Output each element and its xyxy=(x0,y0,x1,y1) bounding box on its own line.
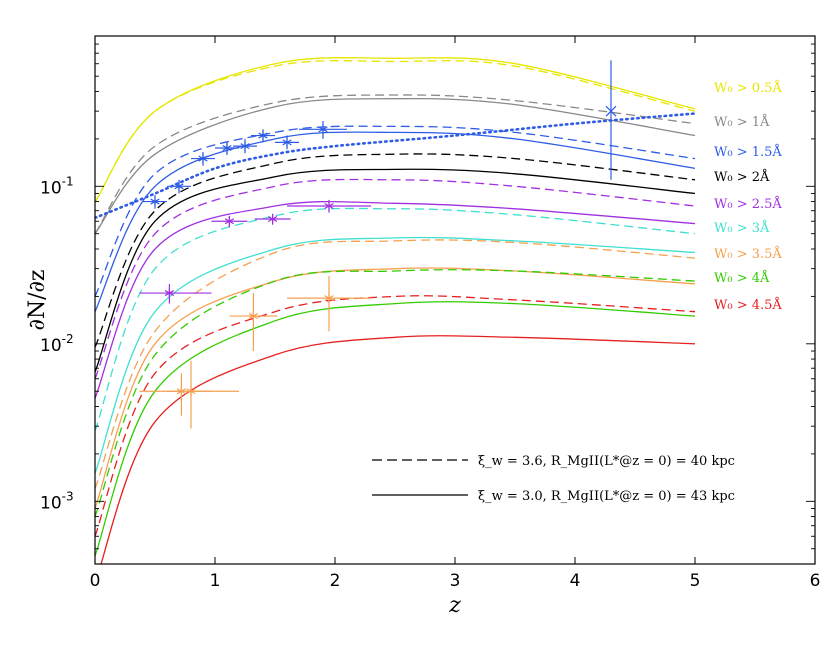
x-tick-label: 2 xyxy=(330,571,341,591)
series-label: W₀ > 1.5Å xyxy=(714,144,782,160)
data-point xyxy=(191,152,215,166)
model-curve-dashed-0 xyxy=(95,60,696,203)
data-point xyxy=(233,138,257,154)
model-curve-dashed-1 xyxy=(95,94,696,235)
data-point xyxy=(167,179,191,194)
axes: 0 1 2 3 4 5 6 10-1 10-2 10-3 xyxy=(40,35,821,591)
x-axis-label: z xyxy=(448,593,461,618)
data-point xyxy=(251,129,275,143)
series-labels: W₀ > 0.5Å W₀ > 1Å W₀ > 1.5Å W₀ > 2Å W₀ > 2.5… xyxy=(714,80,782,313)
y-tick-label: 10-3 xyxy=(40,489,74,513)
data-point xyxy=(211,215,248,228)
model-curve-solid-7 xyxy=(95,301,696,557)
model-curve-dashed-6 xyxy=(95,239,696,490)
series-label: W₀ > 1Å xyxy=(714,114,770,130)
model-curve-dashed-5 xyxy=(95,207,696,432)
plot-frame xyxy=(94,35,816,565)
y-axis-label: ∂N/∂z xyxy=(25,269,50,330)
data-point xyxy=(167,360,239,429)
model-curve-solid-4 xyxy=(95,200,696,399)
data-point xyxy=(287,275,371,332)
series-label: W₀ > 4Å xyxy=(714,270,770,286)
data-point xyxy=(215,142,239,156)
model-curve-solid-1 xyxy=(95,97,696,235)
data-point xyxy=(229,293,278,352)
series-label: W₀ > 4.5Å xyxy=(714,297,782,313)
y-tick-label: 10-1 xyxy=(40,174,74,198)
series-label: W₀ > 0.5Å xyxy=(714,80,782,96)
model-curve-solid-5 xyxy=(95,236,696,474)
series-label: W₀ > 2Å xyxy=(714,169,770,185)
dotted-blue-curve xyxy=(95,112,697,220)
data-point xyxy=(139,373,212,416)
observations xyxy=(139,60,617,429)
model-curve-solid-0 xyxy=(95,57,696,203)
model-curve-solid-3 xyxy=(95,168,696,373)
legend-entry: ξ_w = 3.0, R_MgII(L*@z = 0) = 43 kpc xyxy=(372,489,735,504)
data-point xyxy=(299,120,347,139)
data-point xyxy=(275,135,299,150)
x-tick-label: 6 xyxy=(810,571,821,591)
x-tick-label: 1 xyxy=(210,571,221,591)
series-label: W₀ > 2.5Å xyxy=(714,196,782,212)
legend-label: ξ_w = 3.0, R_MgII(L*@z = 0) = 43 kpc xyxy=(478,489,735,504)
data-point xyxy=(605,60,617,180)
legend-entry: ξ_w = 3.6, R_MgII(L*@z = 0) = 40 kpc xyxy=(372,454,735,469)
x-tick-label: 0 xyxy=(90,571,101,591)
x-tick-label: 4 xyxy=(570,571,581,591)
model-curve-dashed-2 xyxy=(95,125,696,297)
legend-label: ξ_w = 3.6, R_MgII(L*@z = 0) = 40 kpc xyxy=(478,454,735,469)
data-point xyxy=(139,283,212,304)
y-tick-label: 10-2 xyxy=(40,332,74,356)
data-point xyxy=(254,213,291,225)
model-curve-dashed-7 xyxy=(95,269,696,517)
x-tick-label: 5 xyxy=(690,571,701,591)
model-curve-dashed-4 xyxy=(95,178,696,380)
data-point xyxy=(143,195,167,209)
data-point xyxy=(287,199,371,213)
model-curves xyxy=(95,57,697,564)
model-curve-solid-8 xyxy=(100,335,696,564)
series-label: W₀ > 3.5Å xyxy=(714,246,782,262)
legend: ξ_w = 3.6, R_MgII(L*@z = 0) = 40 kpc ξ_w … xyxy=(372,454,735,504)
x-tick-label: 3 xyxy=(450,571,461,591)
model-curve-dashed-8 xyxy=(95,295,696,537)
model-curve-dashed-3 xyxy=(95,153,696,348)
series-label: W₀ > 3Å xyxy=(714,220,770,236)
